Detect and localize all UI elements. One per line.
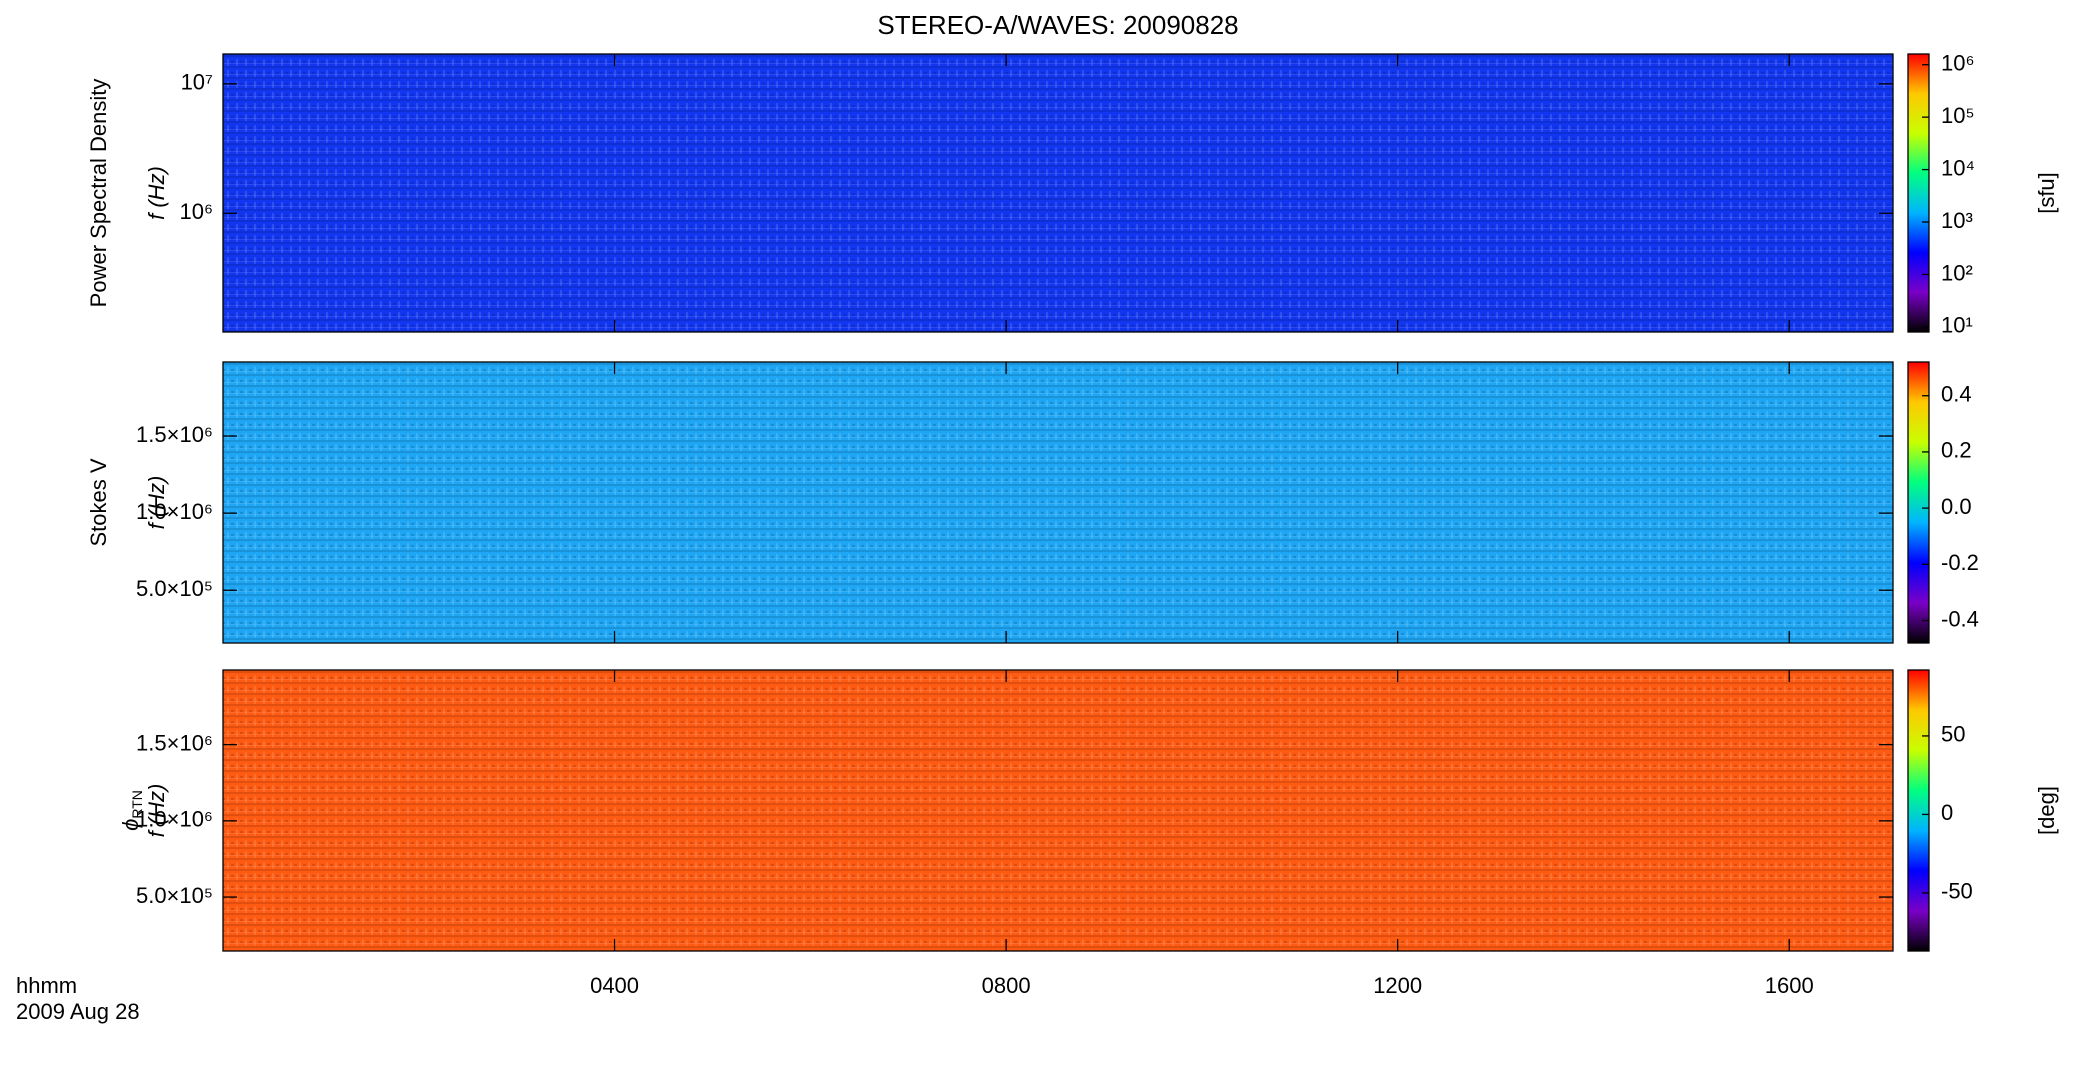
heatmap-texture [223, 670, 1893, 951]
colorbar-label: [deg] [2034, 786, 2059, 835]
plot-frame [222, 361, 1894, 644]
y-tick-label: 10⁷ [181, 70, 213, 95]
y-axis-label-subscript: RTN [129, 790, 145, 819]
y-axis-label: Power Spectral Density [86, 79, 111, 308]
colorbar-tick-label: 0.0 [1941, 494, 1972, 519]
colorbar-tick-label: 10⁴ [1941, 155, 1975, 180]
chart-title: STEREO-A/WAVES: 20090828 [877, 10, 1238, 40]
colorbar [1908, 362, 1929, 643]
y-tick-label: 1.5×10⁶ [136, 422, 213, 447]
colorbar-label: [sfu] [2034, 172, 2059, 214]
colorbar [1908, 670, 1929, 951]
colorbar-tick-label: 0 [1941, 800, 1953, 825]
colorbar-tick-label: -0.2 [1941, 550, 1979, 575]
colorbar-tick-label: 10⁵ [1941, 103, 1975, 128]
x-tick-label: 0800 [982, 973, 1031, 998]
y-axis-label: f (Hz) [144, 784, 169, 838]
heatmap-texture [223, 362, 1893, 643]
y-tick-label: 5.0×10⁵ [136, 576, 213, 601]
colorbar-tick-label: -0.4 [1941, 606, 1979, 631]
colorbar-frame [1907, 53, 1930, 333]
colorbar-frame [1907, 669, 1930, 952]
y-tick-label: 5.0×10⁵ [136, 883, 213, 908]
y-axis-label-symbol: ϕ [118, 819, 143, 831]
plot-frame [222, 669, 1894, 952]
y-axis-label: f (Hz) [144, 476, 169, 530]
y-axis-label: Stokes V [86, 458, 111, 546]
heatmap-texture [223, 54, 1893, 332]
plot-frame [222, 53, 1894, 333]
colorbar-tick-label: 10² [1941, 260, 1973, 285]
x-tick-label: 1200 [1373, 973, 1422, 998]
date-label: 2009 Aug 28 [16, 999, 140, 1024]
colorbar-tick-label: 50 [1941, 722, 1965, 747]
colorbar-tick-label: -50 [1941, 879, 1973, 904]
x-axis-label: hhmm [16, 973, 77, 998]
y-axis-label: f (Hz) [144, 166, 169, 220]
y-tick-label: 10⁶ [179, 199, 213, 224]
colorbar-tick-label: 10³ [1941, 208, 1973, 233]
colorbar-tick-label: 0.2 [1941, 438, 1972, 463]
x-tick-label: 1600 [1765, 973, 1814, 998]
colorbar-tick-label: 10¹ [1941, 313, 1973, 338]
y-tick-label: 1.0×10⁶ [136, 807, 213, 832]
colorbar-tick-label: 10⁶ [1941, 51, 1975, 76]
y-axis-label: ϕRTN [118, 790, 145, 831]
y-tick-label: 1.0×10⁶ [136, 499, 213, 524]
colorbar-tick-label: 0.4 [1941, 382, 1972, 407]
y-tick-label: 1.5×10⁶ [136, 730, 213, 755]
colorbar-frame [1907, 361, 1930, 644]
colorbar [1908, 54, 1929, 332]
x-tick-label: 0400 [590, 973, 639, 998]
